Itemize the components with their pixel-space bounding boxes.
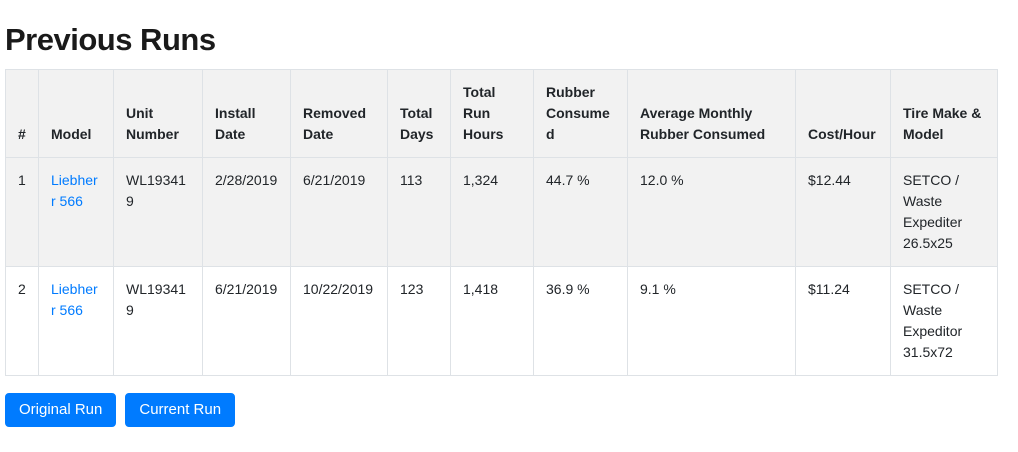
cell-removed-date: 10/22/2019 [290,266,388,376]
cell-tire-make-model: SETCO / Waste Expeditor 31.5x72 [890,266,998,376]
cell-rubber-consumed: 36.9 % [533,266,628,376]
cell-unit-number: WL193419 [113,157,203,267]
column-header-total-days: Total Days [387,69,451,158]
column-header-rank: # [5,69,39,158]
cell-unit-number: WL193419 [113,266,203,376]
model-link[interactable]: Liebherr 566 [51,172,98,209]
column-header-rubber-consumed: Rubber Consumed [533,69,628,158]
page-title: Previous Runs [5,22,216,57]
table-row: 1 Liebherr 566 WL193419 2/28/2019 6/21/2… [5,157,998,267]
table-row: 2 Liebherr 566 WL193419 6/21/2019 10/22/… [5,266,998,376]
original-run-button[interactable]: Original Run [5,393,117,427]
column-header-cost-per-hour: Cost/Hour [795,69,891,158]
cell-tire-make-model: SETCO / Waste Expediter 26.5x25 [890,157,998,267]
page-container: Previous Runs # Model Unit Number Instal… [5,22,998,427]
cell-install-date: 2/28/2019 [202,157,291,267]
cell-total-run-hours: 1,324 [450,157,534,267]
column-header-removed-date: Removed Date [290,69,388,158]
column-header-model: Model [38,69,114,158]
cell-avg-monthly-rubber: 9.1 % [627,266,796,376]
cell-install-date: 6/21/2019 [202,266,291,376]
previous-runs-table: # Model Unit Number Install Date Removed… [5,69,998,376]
current-run-button[interactable]: Current Run [125,393,236,427]
button-bar: Original Run Current Run [5,393,998,427]
column-header-install-date: Install Date [202,69,291,158]
cell-rank: 1 [5,157,39,267]
cell-model: Liebherr 566 [38,157,114,267]
table-header: # Model Unit Number Install Date Removed… [5,69,998,158]
cell-rubber-consumed: 44.7 % [533,157,628,267]
header-row: # Model Unit Number Install Date Removed… [5,69,998,158]
cell-total-days: 113 [387,157,451,267]
column-header-unit-number: Unit Number [113,69,203,158]
cell-total-days: 123 [387,266,451,376]
cell-rank: 2 [5,266,39,376]
model-link[interactable]: Liebherr 566 [51,281,98,318]
cell-removed-date: 6/21/2019 [290,157,388,267]
cell-cost-per-hour: $11.24 [795,266,891,376]
cell-cost-per-hour: $12.44 [795,157,891,267]
column-header-tire-make-model: Tire Make & Model [890,69,998,158]
cell-model: Liebherr 566 [38,266,114,376]
table-body: 1 Liebherr 566 WL193419 2/28/2019 6/21/2… [5,157,998,376]
column-header-avg-monthly-rubber: Average Monthly Rubber Consumed [627,69,796,158]
cell-avg-monthly-rubber: 12.0 % [627,157,796,267]
cell-total-run-hours: 1,418 [450,266,534,376]
column-header-total-run-hours: Total Run Hours [450,69,534,158]
